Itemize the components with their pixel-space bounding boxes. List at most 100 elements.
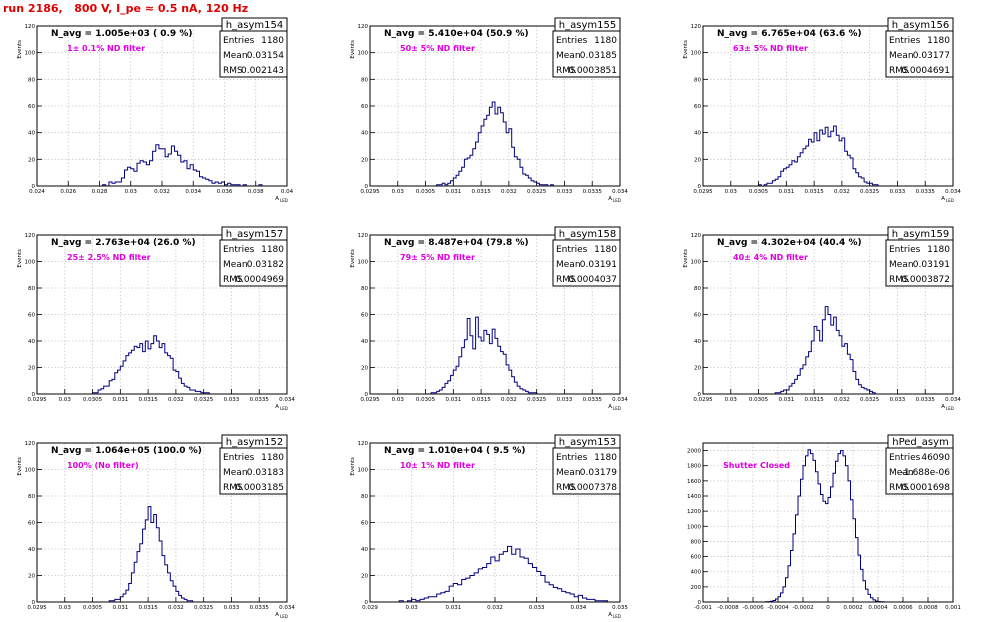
x-tick-label: 0.033 xyxy=(557,189,573,195)
x-tick-label: 0.0335 xyxy=(916,397,936,403)
stats-box xyxy=(885,30,954,78)
x-axis-label: A xyxy=(275,612,279,618)
y-tick-label: 60 xyxy=(361,521,368,527)
x-tick-label: 0.0295 xyxy=(27,605,47,611)
filter-annotation: 50± 5% ND filter xyxy=(400,44,475,53)
x-tick-label: 0.0002 xyxy=(843,605,862,611)
stats-value: 0.0004969 xyxy=(235,275,284,285)
x-tick-label: 0.031 xyxy=(112,397,128,403)
x-axis-label-subscript: LED xyxy=(280,614,288,619)
stats-title: h_asym157 xyxy=(226,229,283,240)
y-tick-label: 100 xyxy=(25,260,36,266)
x-tick-label: 0.033 xyxy=(224,605,240,611)
x-tick-label: 0.0315 xyxy=(471,397,491,403)
x-tick-label: 0.0325 xyxy=(194,397,214,403)
y-tick-label: 60 xyxy=(694,104,701,110)
histogram-panel-h_asym152: 0.0295 0.03 0.0305 0.031 0.0315 0.032 0.0325 0.… xyxy=(17,434,295,619)
y-axis-label: Events xyxy=(17,40,23,59)
stats-value: 1180 xyxy=(927,245,950,255)
y-tick-label: 120 xyxy=(25,24,36,30)
filter-annotation: 63± 5% ND filter xyxy=(733,44,808,53)
stats-value: 46090 xyxy=(921,453,950,463)
y-tick-label: 40 xyxy=(361,131,368,137)
stats-value: 0.03154 xyxy=(247,51,284,61)
x-tick-label: 0.028 xyxy=(92,189,108,195)
stats-value: 0.03182 xyxy=(247,260,284,270)
y-axis-label: Events xyxy=(683,249,689,268)
y-tick-label: 0 xyxy=(698,184,702,190)
x-tick-label: 0.036 xyxy=(217,189,233,195)
stats-value: 0.03191 xyxy=(580,260,617,270)
canvas-title: run 2186, 800 V, I_pe ≈ 0.5 nA, 120 Hz xyxy=(3,2,249,15)
stats-value: 0.03185 xyxy=(580,51,617,61)
histogram-panel-hPed_asym: -0.001 -0.0008 -0.0006 -0.0004 -0.0002 0 0.000… xyxy=(687,434,961,611)
stats-label: Entries xyxy=(556,36,588,46)
x-tick-label: 0.0006 xyxy=(893,605,913,611)
y-tick-label: 60 xyxy=(28,313,35,319)
y-tick-label: 800 xyxy=(691,539,702,545)
stats-label: RMS xyxy=(223,66,243,76)
histogram-series xyxy=(102,144,263,187)
stats-box xyxy=(219,447,288,495)
x-axis-label-subscript: LED xyxy=(280,198,288,203)
x-axis-label: A xyxy=(275,196,279,202)
x-tick-label: 0.0335 xyxy=(916,189,936,195)
y-tick-label: 60 xyxy=(361,313,368,319)
x-tick-label: 0.0315 xyxy=(804,397,824,403)
y-tick-label: 60 xyxy=(28,521,35,527)
stats-box xyxy=(885,239,954,287)
histogram-panel-h_asym157: 0.0295 0.03 0.0305 0.031 0.0315 0.032 0.0325 0.… xyxy=(17,226,295,411)
y-tick-label: 0 xyxy=(698,392,702,398)
stats-title: hPed_asym xyxy=(892,437,949,448)
filter-annotation: 100% (No filter) xyxy=(67,461,139,470)
x-tick-label: 0.029 xyxy=(362,605,378,611)
x-tick-label: 0.031 xyxy=(445,397,461,403)
x-tick-label: 0.026 xyxy=(60,189,76,195)
y-tick-label: 20 xyxy=(694,366,701,372)
histogram-series xyxy=(436,101,554,187)
y-axis-label: Events xyxy=(17,457,23,476)
x-axis-label: A xyxy=(941,196,945,202)
x-tick-label: 0.034 xyxy=(612,397,628,403)
stats-title: h_asym159 xyxy=(892,229,949,240)
y-tick-label: 2000 xyxy=(687,449,701,455)
stats-label: RMS xyxy=(889,66,909,76)
x-axis-label: A xyxy=(608,404,612,410)
y-tick-label: 0 xyxy=(365,600,369,606)
stats-label: Mean xyxy=(223,260,248,270)
x-tick-label: 0.0305 xyxy=(83,397,103,403)
stats-title: h_asym152 xyxy=(226,437,283,448)
y-tick-label: 80 xyxy=(361,494,368,500)
histogram-panel-h_asym158: 0.0295 0.03 0.0305 0.031 0.0315 0.032 0.0325 0.… xyxy=(350,226,628,411)
x-tick-label: -0.0002 xyxy=(792,605,813,611)
filter-annotation: 10± 1% ND filter xyxy=(400,461,475,470)
y-axis-label: Events xyxy=(350,457,356,476)
x-tick-label: 0.034 xyxy=(612,189,628,195)
x-tick-label: 0.033 xyxy=(890,397,906,403)
stats-value: 1180 xyxy=(927,36,950,46)
x-tick-label: 0.03 xyxy=(725,397,738,403)
y-tick-label: 80 xyxy=(28,494,35,500)
stats-value: 0.0003185 xyxy=(235,483,284,493)
x-tick-label: 0.033 xyxy=(224,397,240,403)
histogram-series xyxy=(398,545,608,603)
x-tick-label: 0.0008 xyxy=(918,605,938,611)
stats-value: 1180 xyxy=(261,245,284,255)
histogram-panel-h_asym159: 0.0295 0.03 0.0305 0.031 0.0315 0.032 0.0325 0.… xyxy=(683,226,961,411)
x-tick-label: -0.0008 xyxy=(717,605,739,611)
x-tick-label: 0.033 xyxy=(890,189,906,195)
stats-box xyxy=(885,447,954,495)
navg-label: N_avg = 1.005e+03 ( 0.9 %) xyxy=(51,29,192,39)
stats-label: Entries xyxy=(556,245,588,255)
x-tick-label: 0.03 xyxy=(125,189,138,195)
stats-value: 1180 xyxy=(594,245,617,255)
x-tick-label: 0.034 xyxy=(570,605,586,611)
stats-box xyxy=(552,30,621,78)
x-tick-label: 0.0325 xyxy=(527,189,547,195)
stats-label: RMS xyxy=(223,483,243,493)
histogram-panel-h_asym153: 0.029 0.03 0.031 0.032 0.033 0.034 0.035 0 20 40 6… xyxy=(350,434,628,619)
y-tick-label: 0 xyxy=(365,184,369,190)
stats-label: RMS xyxy=(889,483,909,493)
y-axis-label: Events xyxy=(17,249,23,268)
histogram-panel-h_asym155: 0.0295 0.03 0.0305 0.031 0.0315 0.032 0.0325 0.… xyxy=(350,17,628,203)
